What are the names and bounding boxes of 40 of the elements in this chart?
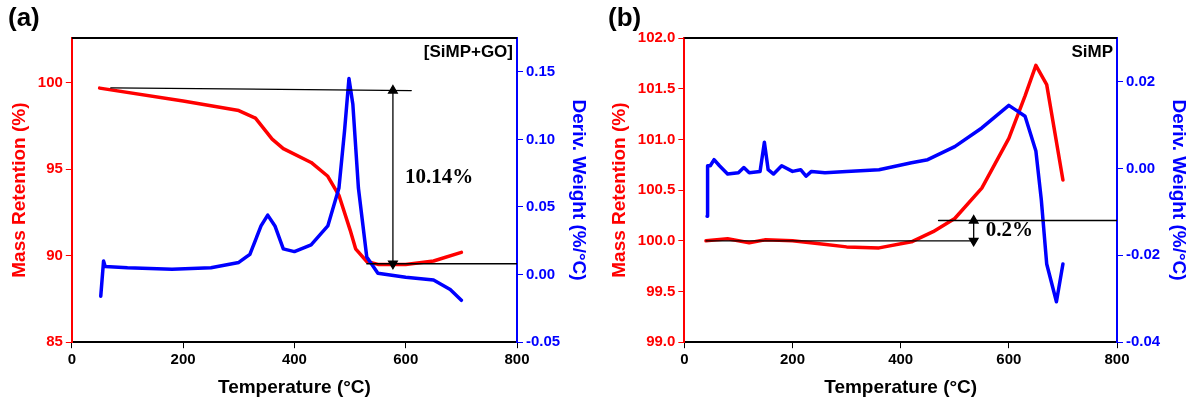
y-tick-label: 101.5 [637,78,676,96]
x-tick-label: 400 [281,350,307,368]
y-tick-label: 100.5 [637,180,676,198]
y2-axis-title: Deriv. Weight (%/°C) [1169,99,1191,281]
x-axis-title: Temperature (°C) [824,375,978,397]
x-tick-label: 600 [996,350,1022,368]
x-tick-label: 0 [67,350,76,368]
y-axis-title: Mass Retention (%) [607,102,629,278]
y-tick-label: 90 [46,245,63,263]
annotation: SiMP [1071,42,1114,62]
y2-tick-label: 0.10 [526,129,556,147]
y-tick-label: 100 [37,73,63,91]
y2-tick-label: -0.04 [1126,332,1161,350]
x-tick-label: 600 [393,350,419,368]
x-tick-label: 800 [504,350,530,368]
chart-title: (a) [8,2,40,33]
x-axis-title: Temperature (°C) [217,375,371,397]
y2-tick-label: 0.02 [1126,71,1156,89]
y-tick-label: 99.5 [646,281,676,299]
annotation: 10.14% [404,163,474,188]
x-tick-label: 200 [779,350,806,368]
annotation: 0.2% [985,217,1033,242]
y2-tick-label: 0.00 [526,264,556,282]
y-tick-label: 101.0 [637,129,676,147]
y-tick-label: 100.0 [637,230,676,248]
y2-tick-label: -0.05 [526,332,561,350]
y2-tick-label: -0.02 [1126,245,1161,263]
x-tick-label: 400 [888,350,914,368]
y-tick-label: 85 [46,332,63,350]
y2-tick-label: 0.05 [526,197,556,215]
x-tick-label: 800 [1104,350,1130,368]
y-axis-title: Mass Retention (%) [7,102,29,278]
y-tick-label: 99.0 [646,332,676,350]
x-tick-label: 0 [680,350,689,368]
y-tick-label: 95 [46,159,63,177]
y2-axis-title: Deriv. Weight (%/°C) [569,99,591,281]
y2-tick-label: 0.15 [526,61,556,79]
x-tick-label: 200 [170,350,196,368]
annotation: [SiMP+GO] [423,42,514,62]
y2-tick-label: 0.00 [1126,158,1156,176]
